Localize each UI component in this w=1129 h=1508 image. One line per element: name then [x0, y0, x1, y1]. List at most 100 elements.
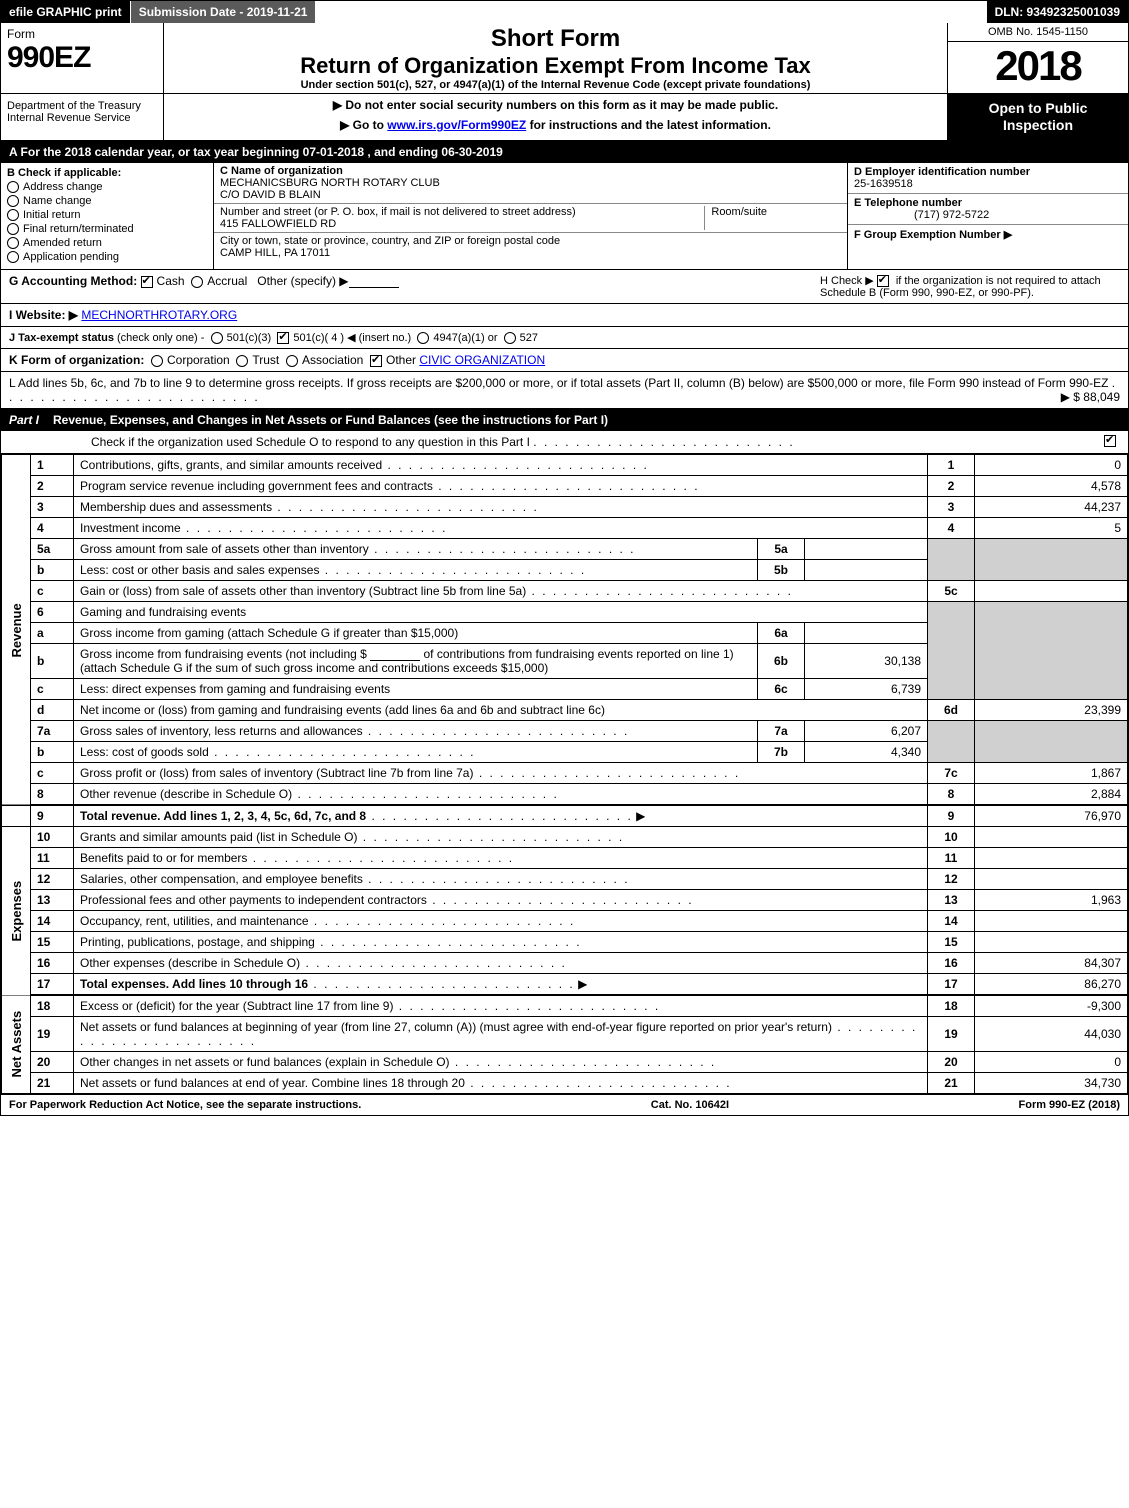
topbar-spacer: [316, 1, 986, 23]
l20-num: 20: [31, 1052, 74, 1073]
period-end: 06-30-2019: [441, 145, 502, 159]
l6b-num: b: [31, 644, 74, 679]
cb-final-return[interactable]: Final return/terminated: [7, 223, 207, 235]
l4-val: 5: [975, 518, 1128, 539]
l3-ref: 3: [928, 497, 975, 518]
ein-value: 25-1639518: [854, 178, 913, 190]
l13-desc: Professional fees and other payments to …: [80, 893, 427, 907]
cb-527[interactable]: [504, 332, 516, 344]
l17-desc: Total expenses. Add lines 10 through 16: [80, 977, 308, 991]
website-link[interactable]: MECHNORTHROTARY.ORG: [81, 308, 237, 322]
l18-val: -9,300: [975, 995, 1128, 1017]
e-label: E Telephone number: [854, 197, 962, 209]
open-public-box: Open to Public Inspection: [947, 94, 1128, 140]
cb-sched-o[interactable]: [1104, 435, 1116, 447]
l15-desc: Printing, publications, postage, and shi…: [80, 935, 315, 949]
l21-num: 21: [31, 1073, 74, 1094]
form-title-box: Short Form Return of Organization Exempt…: [164, 23, 947, 93]
irs-link[interactable]: www.irs.gov/Form990EZ: [387, 118, 526, 132]
street-label: Number and street (or P. O. box, if mail…: [220, 206, 576, 218]
row-l: L Add lines 5b, 6c, and 7b to line 9 to …: [1, 372, 1128, 409]
l7b-in: 7b: [758, 742, 805, 763]
section-a-period: A For the 2018 calendar year, or tax yea…: [1, 141, 1128, 163]
l6b-desc1: Gross income from fundraising events (no…: [80, 647, 367, 661]
efile-print-btn[interactable]: efile GRAPHIC print: [1, 1, 131, 23]
cb-amended-return[interactable]: Amended return: [7, 237, 207, 249]
l1-desc: Contributions, gifts, grants, and simila…: [80, 458, 382, 472]
c-label: C Name of organization: [220, 165, 343, 177]
l5c-desc: Gain or (loss) from sale of assets other…: [80, 584, 526, 598]
l9-ref: 9: [928, 805, 975, 827]
l4-num: 4: [31, 518, 74, 539]
short-form-title: Short Form: [170, 25, 941, 53]
j-label: J Tax-exempt status: [9, 332, 114, 344]
cb-application-pending[interactable]: Application pending: [7, 251, 207, 263]
cb-assoc[interactable]: [286, 355, 298, 367]
other-method-input[interactable]: [349, 275, 399, 288]
f-label: F Group Exemption Number ▶: [854, 229, 1012, 241]
cb-corp[interactable]: [151, 355, 163, 367]
l9-val: 76,970: [975, 805, 1128, 827]
dept-label: Department of the Treasury: [7, 100, 141, 112]
l19-desc: Net assets or fund balances at beginning…: [80, 1020, 832, 1034]
cb-name-change[interactable]: Name change: [7, 195, 207, 207]
cb-4947[interactable]: [417, 332, 429, 344]
l8-num: 8: [31, 784, 74, 806]
org-co: C/O DAVID B BLAIN: [220, 189, 321, 201]
opt-4947: 4947(a)(1) or: [433, 332, 497, 344]
cb-cash[interactable]: [141, 276, 153, 288]
goto-pre: ▶ Go to: [340, 118, 387, 132]
trust-label: Trust: [252, 353, 279, 367]
l6c-num: c: [31, 679, 74, 700]
l19-num: 19: [31, 1017, 74, 1052]
cb-other-org[interactable]: [370, 355, 382, 367]
block-g: G Accounting Method: Cash Accrual Other …: [9, 274, 820, 299]
l16-desc: Other expenses (describe in Schedule O): [80, 956, 300, 970]
street-value: 415 FALLOWFIELD RD: [220, 218, 336, 230]
l11-val: [975, 848, 1128, 869]
l6b-contrib-input[interactable]: [370, 648, 420, 661]
l3-desc: Membership dues and assessments: [80, 500, 272, 514]
row-k: K Form of organization: Corporation Trus…: [1, 349, 1128, 372]
form-header: Form 990EZ Short Form Return of Organiza…: [1, 23, 1128, 94]
goto-post: for instructions and the latest informat…: [530, 118, 771, 132]
submission-date: Submission Date - 2019-11-21: [131, 1, 317, 23]
l5c-num: c: [31, 581, 74, 602]
cb-address-label: Address change: [23, 181, 103, 193]
expenses-side-label: Expenses: [2, 827, 31, 996]
l6d-desc: Net income or (loss) from gaming and fun…: [74, 700, 928, 721]
cb-trust[interactable]: [236, 355, 248, 367]
l11-ref: 11: [928, 848, 975, 869]
cb-accrual[interactable]: [191, 276, 203, 288]
form-word: Form: [7, 27, 157, 41]
period-begin: 07-01-2018: [303, 145, 364, 159]
l18-ref: 18: [928, 995, 975, 1017]
l16-ref: 16: [928, 953, 975, 974]
cb-501c[interactable]: [277, 332, 289, 344]
l-text: L Add lines 5b, 6c, and 7b to line 9 to …: [9, 376, 1108, 390]
cb-sched-b[interactable]: [877, 275, 889, 287]
l1-num: 1: [31, 455, 74, 476]
l21-ref: 21: [928, 1073, 975, 1094]
j-note: (check only one) -: [117, 332, 204, 344]
other-org-value[interactable]: CIVIC ORGANIZATION: [419, 353, 545, 367]
cb-address-change[interactable]: Address change: [7, 181, 207, 193]
l21-desc: Net assets or fund balances at end of ye…: [80, 1076, 465, 1090]
l7c-val: 1,867: [975, 763, 1128, 784]
room-suite-label: Room/suite: [704, 206, 767, 230]
cb-initial-return[interactable]: Initial return: [7, 209, 207, 221]
l4-desc: Investment income: [80, 521, 181, 535]
phone-value: (717) 972-5722: [854, 209, 989, 221]
l13-ref: 13: [928, 890, 975, 911]
l2-desc: Program service revenue including govern…: [80, 479, 433, 493]
cb-501c3[interactable]: [211, 332, 223, 344]
cb-amend-label: Amended return: [23, 237, 102, 249]
opt-527: 527: [520, 332, 538, 344]
l7b-iv: 4,340: [805, 742, 928, 763]
tax-year: 2018: [948, 42, 1128, 90]
accrual-label: Accrual: [207, 274, 247, 288]
l10-num: 10: [31, 827, 74, 848]
l6a-num: a: [31, 623, 74, 644]
city-label: City or town, state or province, country…: [220, 235, 560, 247]
other-org-label: Other: [386, 353, 416, 367]
